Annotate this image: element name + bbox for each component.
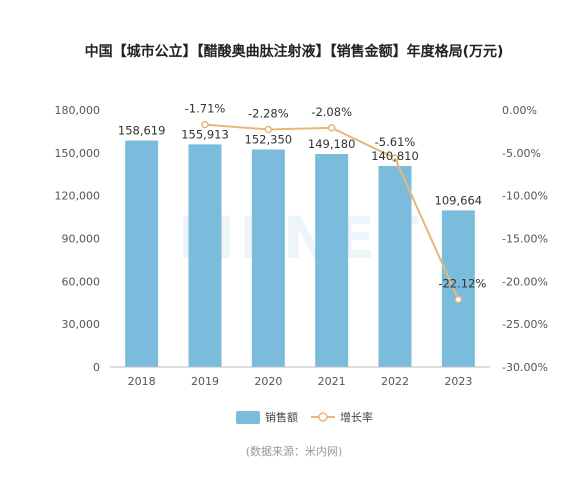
bar-2020 (251, 149, 285, 367)
x-tick-label-2023: 2023 (444, 375, 472, 388)
line-label-2022: -5.61% (375, 135, 416, 149)
legend-label-line: 增长率 (340, 410, 373, 424)
right-tick-label: -25.00% (502, 318, 548, 331)
line-series (201, 120, 463, 304)
legend-swatch-marker (318, 412, 328, 422)
legend-swatch-bar (236, 411, 260, 424)
line-label-2019: -1.71% (185, 102, 226, 116)
bar-label-2020: 152,350 (245, 132, 293, 146)
left-axis: 0 30,000 60,000 90,000 120,000 150,000 180,000 (55, 104, 101, 374)
bar-2022 (378, 165, 412, 367)
left-tick-label: 90,000 (62, 233, 101, 246)
right-tick-label: -20.00% (502, 275, 548, 288)
x-tick-label-2021: 2021 (318, 375, 346, 388)
line-label-2020: -2.28% (248, 107, 289, 121)
growth-point-2021 (327, 124, 336, 132)
bar-label-2021: 149,180 (308, 137, 356, 151)
left-tick-label: 120,000 (55, 190, 101, 203)
bar-label-2022: 140,810 (371, 149, 419, 163)
right-tick-label: -30.00% (502, 361, 548, 374)
left-tick-label: 150,000 (55, 147, 101, 160)
bar-data-labels: 158,619 155,913 152,350 149,180 140,810 109,6… (118, 124, 482, 208)
bar-2021 (315, 154, 349, 367)
growth-point-2020 (264, 125, 273, 134)
left-tick-label: 30,000 (62, 318, 101, 331)
legend: 销售额 增长率 (236, 410, 373, 424)
line-data-labels: -1.71% -2.28% -2.08% -5.61% -22.12% (185, 102, 487, 291)
x-tick-label-2019: 2019 (191, 375, 219, 388)
growth-point-2019 (201, 120, 209, 129)
bar-series (125, 140, 475, 367)
x-tick-label-2022: 2022 (381, 375, 409, 388)
line-label-2021: -2.08% (311, 105, 352, 119)
line-label-2023: -22.12% (438, 276, 486, 290)
bar-label-2019: 155,913 (181, 127, 229, 141)
bar-2018 (125, 140, 159, 367)
growth-point-2023 (454, 295, 463, 304)
left-tick-label: 0 (93, 361, 100, 374)
source-note: (数据来源：米内网) (246, 444, 343, 458)
right-axis: 0.00% -5.00% -10.00% -15.00% -20.00% -25.00% -… (502, 104, 548, 374)
right-tick-label: 0.00% (502, 104, 537, 117)
right-tick-label: -15.00% (502, 233, 548, 246)
left-tick-label: 180,000 (55, 104, 101, 117)
chart-title: 中国【城市公立】【醋酸奥曲肽注射液】【销售金额】年度格局(万元) (85, 43, 504, 60)
bar-label-2023: 109,664 (435, 193, 483, 207)
bar-2019 (188, 144, 222, 367)
x-tick-label-2018: 2018 (128, 375, 156, 388)
right-tick-label: -10.00% (502, 190, 548, 203)
x-axis: 2018 2019 2020 2021 2022 2023 (110, 366, 490, 388)
bar-label-2018: 158,619 (118, 124, 166, 138)
left-tick-label: 60,000 (62, 275, 101, 288)
x-tick-label-2020: 2020 (254, 375, 282, 388)
growth-point-2022 (391, 154, 399, 162)
bar-2023 (441, 210, 475, 367)
legend-label-bar: 销售额 (265, 410, 298, 424)
right-tick-label: -5.00% (502, 147, 541, 160)
